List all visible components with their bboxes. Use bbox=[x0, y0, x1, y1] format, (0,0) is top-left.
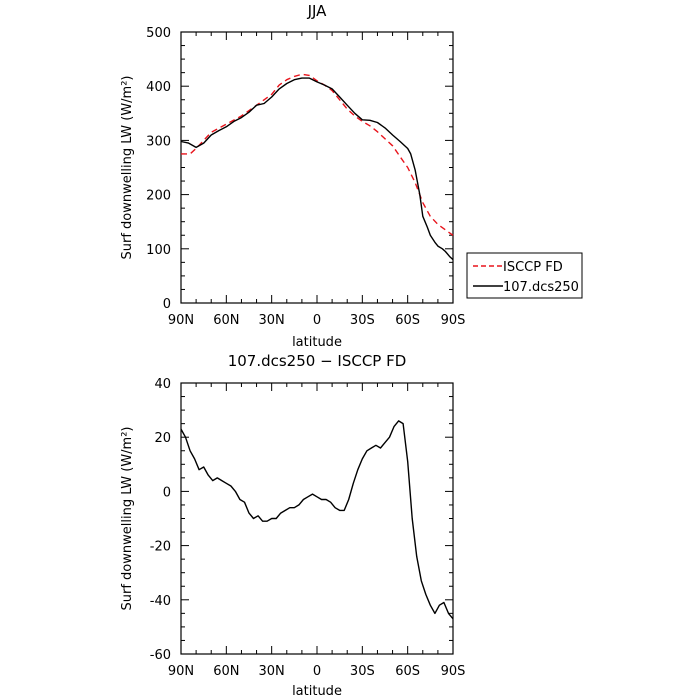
legend: ISCCP FD 107.dcs250 bbox=[466, 252, 583, 299]
y-tick-label: 0 bbox=[163, 297, 171, 312]
y-axis-title: Surf downwelling LW (W/m²) bbox=[120, 427, 135, 611]
series-line-1 bbox=[180, 420, 454, 620]
x-tick-label: 60S bbox=[395, 313, 420, 328]
x-tick-label: 0 bbox=[313, 313, 321, 328]
chart-title: 107.dcs250 − ISCCP FD bbox=[228, 352, 407, 370]
x-tick-label: 60N bbox=[213, 313, 239, 328]
x-tick-label: 90N bbox=[168, 664, 194, 679]
y-axis-title: Surf downwelling LW (W/m²) bbox=[120, 76, 135, 260]
series-line-1 bbox=[181, 73, 454, 236]
x-tick-label: 90S bbox=[441, 664, 466, 679]
y-tick-label: -60 bbox=[150, 648, 171, 663]
x-tick-label: 90N bbox=[168, 313, 194, 328]
y-tick-label: 20 bbox=[154, 431, 171, 446]
x-tick-label: 30N bbox=[259, 664, 285, 679]
x-tick-label: 60S bbox=[395, 664, 420, 679]
legend-label-1: ISCCP FD bbox=[503, 260, 563, 275]
y-tick-label: 40 bbox=[154, 377, 171, 392]
y-tick-label: 500 bbox=[146, 26, 171, 41]
legend-box bbox=[466, 252, 583, 299]
x-axis-title: latitude bbox=[292, 684, 342, 699]
y-tick-label: 200 bbox=[146, 189, 171, 204]
series-line-2 bbox=[180, 77, 454, 261]
x-tick-label: 30N bbox=[259, 313, 285, 328]
y-tick-label: -40 bbox=[150, 594, 171, 609]
y-tick-label: 100 bbox=[146, 243, 171, 258]
x-tick-label: 30S bbox=[350, 313, 375, 328]
y-tick-label: 0 bbox=[163, 485, 171, 500]
y-tick-label: -20 bbox=[150, 540, 171, 555]
y-tick-label: 400 bbox=[146, 80, 171, 95]
x-tick-label: 90S bbox=[441, 313, 466, 328]
x-tick-label: 60N bbox=[213, 664, 239, 679]
x-axis-title: latitude bbox=[292, 335, 342, 350]
x-tick-label: 30S bbox=[350, 664, 375, 679]
chart-title: JJA bbox=[307, 2, 328, 20]
top-chart: 0 100 200 300 400 500 90N 60N 30N 0 30S 60S 90S JJA la… bbox=[120, 2, 465, 350]
legend-label-2: 107.dcs250 bbox=[503, 280, 579, 295]
y-tick-label: 300 bbox=[146, 134, 171, 149]
bottom-chart: -60 -40 -20 0 20 40 90N 60N 30N 0 30S 60S 90S 107.dcs… bbox=[120, 352, 465, 699]
x-tick-label: 0 bbox=[313, 664, 321, 679]
plot-frame bbox=[180, 31, 454, 304]
